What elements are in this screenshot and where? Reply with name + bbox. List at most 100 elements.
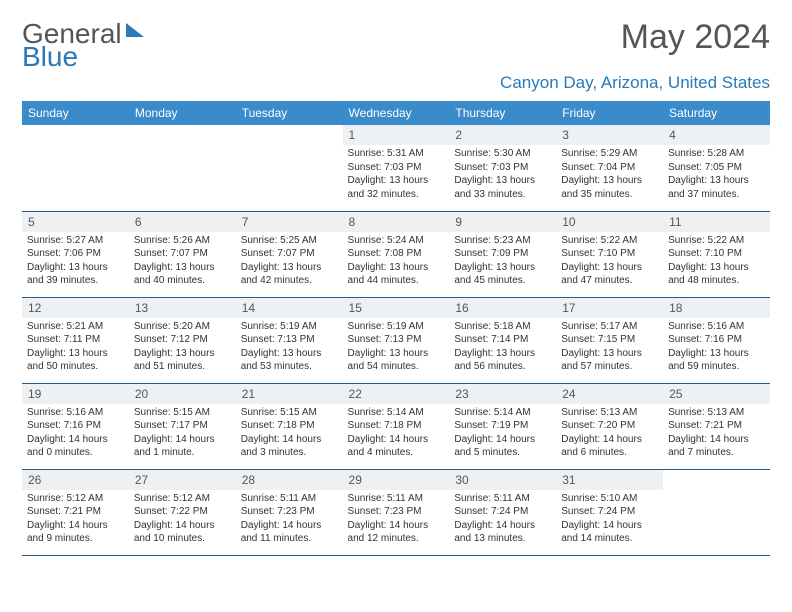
day-details: Sunrise: 5:27 AMSunset: 7:06 PMDaylight:…	[22, 232, 129, 292]
day-number: 23	[449, 384, 556, 404]
calendar-cell: 15Sunrise: 5:19 AMSunset: 7:13 PMDayligh…	[343, 297, 450, 383]
calendar-cell: 27Sunrise: 5:12 AMSunset: 7:22 PMDayligh…	[129, 469, 236, 555]
day-details: Sunrise: 5:31 AMSunset: 7:03 PMDaylight:…	[343, 145, 450, 205]
weekday-header: Wednesday	[343, 101, 450, 125]
day-details: Sunrise: 5:14 AMSunset: 7:18 PMDaylight:…	[343, 404, 450, 464]
calendar-cell: ..	[22, 125, 129, 211]
calendar-table: SundayMondayTuesdayWednesdayThursdayFrid…	[22, 101, 770, 556]
weekday-header: Sunday	[22, 101, 129, 125]
day-number: 11	[663, 212, 770, 232]
calendar-cell: 3Sunrise: 5:29 AMSunset: 7:04 PMDaylight…	[556, 125, 663, 211]
day-number: 20	[129, 384, 236, 404]
day-details: Sunrise: 5:19 AMSunset: 7:13 PMDaylight:…	[343, 318, 450, 378]
calendar-cell: 26Sunrise: 5:12 AMSunset: 7:21 PMDayligh…	[22, 469, 129, 555]
weekday-header-row: SundayMondayTuesdayWednesdayThursdayFrid…	[22, 101, 770, 125]
day-details: Sunrise: 5:17 AMSunset: 7:15 PMDaylight:…	[556, 318, 663, 378]
day-details: Sunrise: 5:15 AMSunset: 7:17 PMDaylight:…	[129, 404, 236, 464]
day-details: Sunrise: 5:13 AMSunset: 7:21 PMDaylight:…	[663, 404, 770, 464]
day-number: 18	[663, 298, 770, 318]
weekday-header: Monday	[129, 101, 236, 125]
calendar-cell: 5Sunrise: 5:27 AMSunset: 7:06 PMDaylight…	[22, 211, 129, 297]
calendar-cell: 31Sunrise: 5:10 AMSunset: 7:24 PMDayligh…	[556, 469, 663, 555]
calendar-cell: 22Sunrise: 5:14 AMSunset: 7:18 PMDayligh…	[343, 383, 450, 469]
day-details: Sunrise: 5:26 AMSunset: 7:07 PMDaylight:…	[129, 232, 236, 292]
calendar-cell: 1Sunrise: 5:31 AMSunset: 7:03 PMDaylight…	[343, 125, 450, 211]
day-number: 26	[22, 470, 129, 490]
calendar-cell: 20Sunrise: 5:15 AMSunset: 7:17 PMDayligh…	[129, 383, 236, 469]
day-details: Sunrise: 5:11 AMSunset: 7:23 PMDaylight:…	[236, 490, 343, 550]
weekday-header: Saturday	[663, 101, 770, 125]
logo-icon	[126, 23, 144, 37]
day-number: 8	[343, 212, 450, 232]
day-number: 28	[236, 470, 343, 490]
day-number: 22	[343, 384, 450, 404]
day-details: Sunrise: 5:15 AMSunset: 7:18 PMDaylight:…	[236, 404, 343, 464]
calendar-cell: 24Sunrise: 5:13 AMSunset: 7:20 PMDayligh…	[556, 383, 663, 469]
calendar-cell: 14Sunrise: 5:19 AMSunset: 7:13 PMDayligh…	[236, 297, 343, 383]
day-number: 17	[556, 298, 663, 318]
day-details: Sunrise: 5:25 AMSunset: 7:07 PMDaylight:…	[236, 232, 343, 292]
day-details: Sunrise: 5:16 AMSunset: 7:16 PMDaylight:…	[22, 404, 129, 464]
day-number: 30	[449, 470, 556, 490]
calendar-cell: 2Sunrise: 5:30 AMSunset: 7:03 PMDaylight…	[449, 125, 556, 211]
month-title: May 2024	[621, 18, 770, 57]
day-number: 25	[663, 384, 770, 404]
day-details: Sunrise: 5:24 AMSunset: 7:08 PMDaylight:…	[343, 232, 450, 292]
calendar-cell: ..	[129, 125, 236, 211]
weekday-header: Tuesday	[236, 101, 343, 125]
day-number: 6	[129, 212, 236, 232]
day-number: 16	[449, 298, 556, 318]
day-number: 5	[22, 212, 129, 232]
calendar-cell: 17Sunrise: 5:17 AMSunset: 7:15 PMDayligh…	[556, 297, 663, 383]
day-number: 2	[449, 125, 556, 145]
calendar-cell: 19Sunrise: 5:16 AMSunset: 7:16 PMDayligh…	[22, 383, 129, 469]
location: Canyon Day, Arizona, United States	[22, 73, 770, 93]
day-number: 10	[556, 212, 663, 232]
day-details: Sunrise: 5:11 AMSunset: 7:23 PMDaylight:…	[343, 490, 450, 550]
day-details: Sunrise: 5:23 AMSunset: 7:09 PMDaylight:…	[449, 232, 556, 292]
day-number: 13	[129, 298, 236, 318]
day-number: 1	[343, 125, 450, 145]
day-details: Sunrise: 5:12 AMSunset: 7:22 PMDaylight:…	[129, 490, 236, 550]
calendar-cell: 6Sunrise: 5:26 AMSunset: 7:07 PMDaylight…	[129, 211, 236, 297]
day-details: Sunrise: 5:21 AMSunset: 7:11 PMDaylight:…	[22, 318, 129, 378]
day-details: Sunrise: 5:16 AMSunset: 7:16 PMDaylight:…	[663, 318, 770, 378]
day-number: 29	[343, 470, 450, 490]
day-details: Sunrise: 5:28 AMSunset: 7:05 PMDaylight:…	[663, 145, 770, 205]
calendar-cell: ..	[236, 125, 343, 211]
weekday-header: Thursday	[449, 101, 556, 125]
calendar-week-row: 5Sunrise: 5:27 AMSunset: 7:06 PMDaylight…	[22, 211, 770, 297]
day-details: Sunrise: 5:11 AMSunset: 7:24 PMDaylight:…	[449, 490, 556, 550]
day-details: Sunrise: 5:22 AMSunset: 7:10 PMDaylight:…	[663, 232, 770, 292]
day-details: Sunrise: 5:29 AMSunset: 7:04 PMDaylight:…	[556, 145, 663, 205]
calendar-cell: 9Sunrise: 5:23 AMSunset: 7:09 PMDaylight…	[449, 211, 556, 297]
day-details: Sunrise: 5:30 AMSunset: 7:03 PMDaylight:…	[449, 145, 556, 205]
day-number: 9	[449, 212, 556, 232]
calendar-cell: 13Sunrise: 5:20 AMSunset: 7:12 PMDayligh…	[129, 297, 236, 383]
calendar-cell: 8Sunrise: 5:24 AMSunset: 7:08 PMDaylight…	[343, 211, 450, 297]
calendar-cell: 25Sunrise: 5:13 AMSunset: 7:21 PMDayligh…	[663, 383, 770, 469]
day-number: 12	[22, 298, 129, 318]
day-details: Sunrise: 5:18 AMSunset: 7:14 PMDaylight:…	[449, 318, 556, 378]
logo-text-2: Blue	[22, 41, 78, 73]
day-number: 4	[663, 125, 770, 145]
calendar-cell: 30Sunrise: 5:11 AMSunset: 7:24 PMDayligh…	[449, 469, 556, 555]
calendar-cell: 23Sunrise: 5:14 AMSunset: 7:19 PMDayligh…	[449, 383, 556, 469]
day-number: 3	[556, 125, 663, 145]
day-details: Sunrise: 5:12 AMSunset: 7:21 PMDaylight:…	[22, 490, 129, 550]
calendar-week-row: 12Sunrise: 5:21 AMSunset: 7:11 PMDayligh…	[22, 297, 770, 383]
calendar-week-row: 26Sunrise: 5:12 AMSunset: 7:21 PMDayligh…	[22, 469, 770, 555]
calendar-week-row: 19Sunrise: 5:16 AMSunset: 7:16 PMDayligh…	[22, 383, 770, 469]
day-details: Sunrise: 5:22 AMSunset: 7:10 PMDaylight:…	[556, 232, 663, 292]
calendar-cell: 16Sunrise: 5:18 AMSunset: 7:14 PMDayligh…	[449, 297, 556, 383]
weekday-header: Friday	[556, 101, 663, 125]
day-details: Sunrise: 5:10 AMSunset: 7:24 PMDaylight:…	[556, 490, 663, 550]
day-number: 21	[236, 384, 343, 404]
day-number: 14	[236, 298, 343, 318]
calendar-cell: 29Sunrise: 5:11 AMSunset: 7:23 PMDayligh…	[343, 469, 450, 555]
day-details: Sunrise: 5:19 AMSunset: 7:13 PMDaylight:…	[236, 318, 343, 378]
day-details: Sunrise: 5:13 AMSunset: 7:20 PMDaylight:…	[556, 404, 663, 464]
day-number: 15	[343, 298, 450, 318]
day-details: Sunrise: 5:14 AMSunset: 7:19 PMDaylight:…	[449, 404, 556, 464]
day-details: Sunrise: 5:20 AMSunset: 7:12 PMDaylight:…	[129, 318, 236, 378]
